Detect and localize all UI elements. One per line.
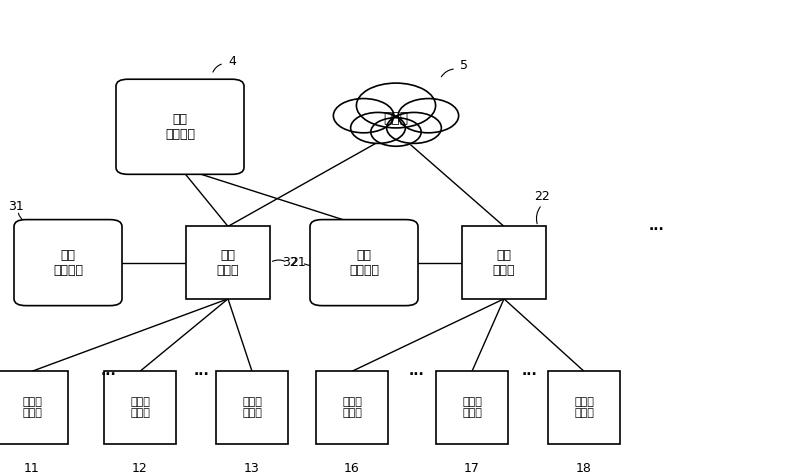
Text: 12: 12 (132, 462, 148, 472)
Text: 31: 31 (9, 200, 24, 212)
Text: 地区
操作维护: 地区 操作维护 (165, 113, 195, 141)
Bar (104, 371, 176, 444)
Text: 基站收
发信机: 基站收 发信机 (342, 396, 362, 418)
Text: 13: 13 (244, 462, 260, 472)
Text: ...: ... (100, 364, 116, 378)
Bar (216, 371, 288, 444)
Text: 基站收
发信机: 基站收 发信机 (462, 396, 482, 418)
Text: 核心网: 核心网 (383, 111, 409, 125)
Text: 基站收
发信机: 基站收 发信机 (22, 396, 42, 418)
Text: 基站
控制器: 基站 控制器 (217, 249, 239, 277)
Circle shape (371, 118, 421, 146)
Circle shape (398, 99, 458, 133)
Bar (436, 371, 508, 444)
Circle shape (357, 83, 436, 128)
Text: 4: 4 (228, 55, 236, 67)
Text: ...: ... (522, 364, 538, 378)
Circle shape (386, 112, 442, 143)
Text: 基站
控制器: 基站 控制器 (493, 249, 515, 277)
Text: 操作
维护模块: 操作 维护模块 (349, 249, 379, 277)
Text: 32: 32 (282, 256, 298, 269)
Text: 18: 18 (576, 462, 592, 472)
Bar (186, 227, 270, 299)
Text: 基站收
发信机: 基站收 发信机 (242, 396, 262, 418)
Bar (548, 371, 620, 444)
Text: 16: 16 (344, 462, 360, 472)
FancyBboxPatch shape (310, 219, 418, 306)
Text: ...: ... (648, 219, 664, 233)
Text: ...: ... (408, 364, 424, 378)
Text: 基站收
发信机: 基站收 发信机 (574, 396, 594, 418)
Text: 5: 5 (460, 59, 468, 72)
Circle shape (350, 112, 406, 143)
Text: ...: ... (194, 364, 210, 378)
Text: 21: 21 (290, 256, 306, 269)
Text: 11: 11 (24, 462, 40, 472)
Text: 22: 22 (534, 191, 550, 203)
Bar (316, 371, 388, 444)
Bar (0, 371, 68, 444)
FancyBboxPatch shape (14, 219, 122, 306)
Bar (462, 227, 546, 299)
Text: 操作
维护模块: 操作 维护模块 (53, 249, 83, 277)
Text: 17: 17 (464, 462, 480, 472)
Circle shape (334, 99, 394, 133)
FancyBboxPatch shape (116, 79, 244, 174)
Text: 基站收
发信机: 基站收 发信机 (130, 396, 150, 418)
